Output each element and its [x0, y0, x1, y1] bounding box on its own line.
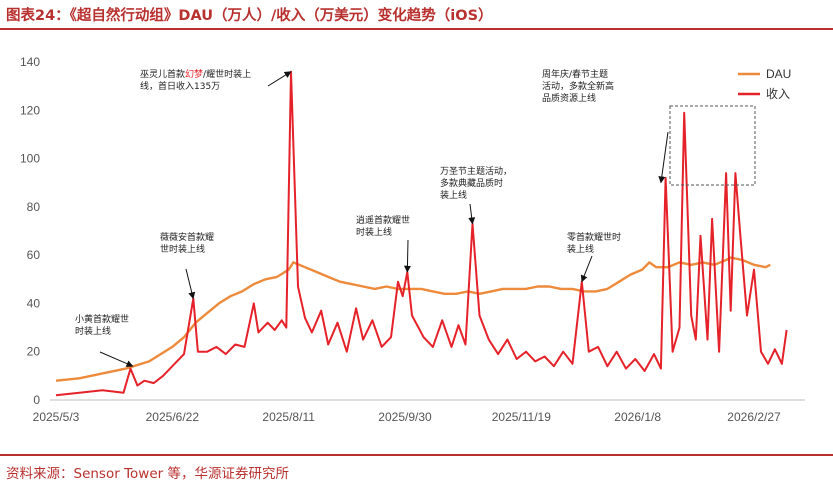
axis-layer: 0 20 40 60 80 100 120 140 2025/5/3 2025/6/22 2025/… [20, 55, 805, 424]
chart-title: 图表24：《超自然行动组》DAU（万人）/收入（万美元）变化趋势（iOS） [6, 8, 493, 24]
annotation-label: 零首款耀世时 [567, 231, 621, 243]
annotation-label: 装上线 [567, 243, 594, 255]
y-tick-label: 60 [27, 248, 41, 262]
revenue-series-line [55, 70, 788, 397]
annotation-label: 时装上线 [356, 226, 392, 238]
y-tick-label: 0 [33, 393, 40, 407]
source-note: 资料来源：Sensor Tower 等，华源证券研究所 [6, 466, 289, 482]
x-tick-label: 2025/6/22 [146, 410, 200, 424]
dau-revenue-chart: 0 20 40 60 80 100 120 140 2025/5/3 2025/6/22 2025/… [20, 55, 805, 424]
annotation-layer: 小黄首款耀世时装上线薇薇安首款耀世时装上线巫灵儿首款幻梦/耀世时装上线，首日收入… [75, 68, 756, 367]
x-tick-label: 2026/2/27 [727, 410, 781, 424]
series-layer [55, 70, 788, 397]
annotation-label: 多款典藏品质时 [440, 177, 503, 189]
annotation-label: 万圣节主题活动， [440, 165, 512, 177]
y-tick-label: 140 [20, 55, 40, 69]
y-tick-label: 40 [27, 296, 41, 310]
annotation-label: 装上线 [440, 189, 467, 201]
title-rule [0, 28, 833, 30]
y-tick-label: 100 [20, 152, 40, 166]
x-tick-label: 2025/5/3 [33, 410, 80, 424]
annotation-arrow [185, 268, 196, 300]
annotation-arrow [658, 131, 669, 184]
annotation-arrow [580, 255, 593, 283]
annotation-label: 时装上线 [75, 325, 111, 337]
x-tick-label: 2025/11/19 [492, 410, 551, 424]
annotation-label: 品质资源上线 [542, 92, 596, 104]
annotation-label: 巫灵儿首款幻梦/耀世时装上 [140, 68, 251, 80]
y-tick-label: 80 [27, 200, 41, 214]
x-tick-label: 2025/8/11 [262, 410, 315, 424]
annotation-label: 线，首日收入135万 [140, 80, 220, 92]
x-tick-label: 2025/9/30 [378, 410, 432, 424]
annotation-label: 小黄首款耀世 [75, 313, 129, 325]
y-tick-label: 120 [20, 103, 40, 117]
annotation-arrow [468, 203, 476, 225]
event-window-box [669, 105, 756, 186]
footer-rule [0, 454, 833, 456]
annotation-label: 薇薇安首款耀 [160, 231, 214, 243]
legend-label: 收入 [766, 87, 790, 101]
annotation-label: 世时装上线 [160, 243, 205, 255]
legend: DAU 收入 [738, 67, 791, 101]
annotation-arrow [267, 71, 292, 87]
x-tick-label: 2026/1/8 [614, 410, 661, 424]
annotation-arrow [403, 239, 411, 273]
legend-label: DAU [766, 67, 791, 81]
y-tick-label: 20 [27, 345, 41, 359]
annotation-arrow [99, 351, 134, 367]
annotation-label: 逍遥首款耀世 [356, 214, 410, 226]
annotation-label: 周年庆/春节主题 [542, 68, 608, 80]
annotation-label: 活动，多款全新高 [542, 80, 614, 92]
